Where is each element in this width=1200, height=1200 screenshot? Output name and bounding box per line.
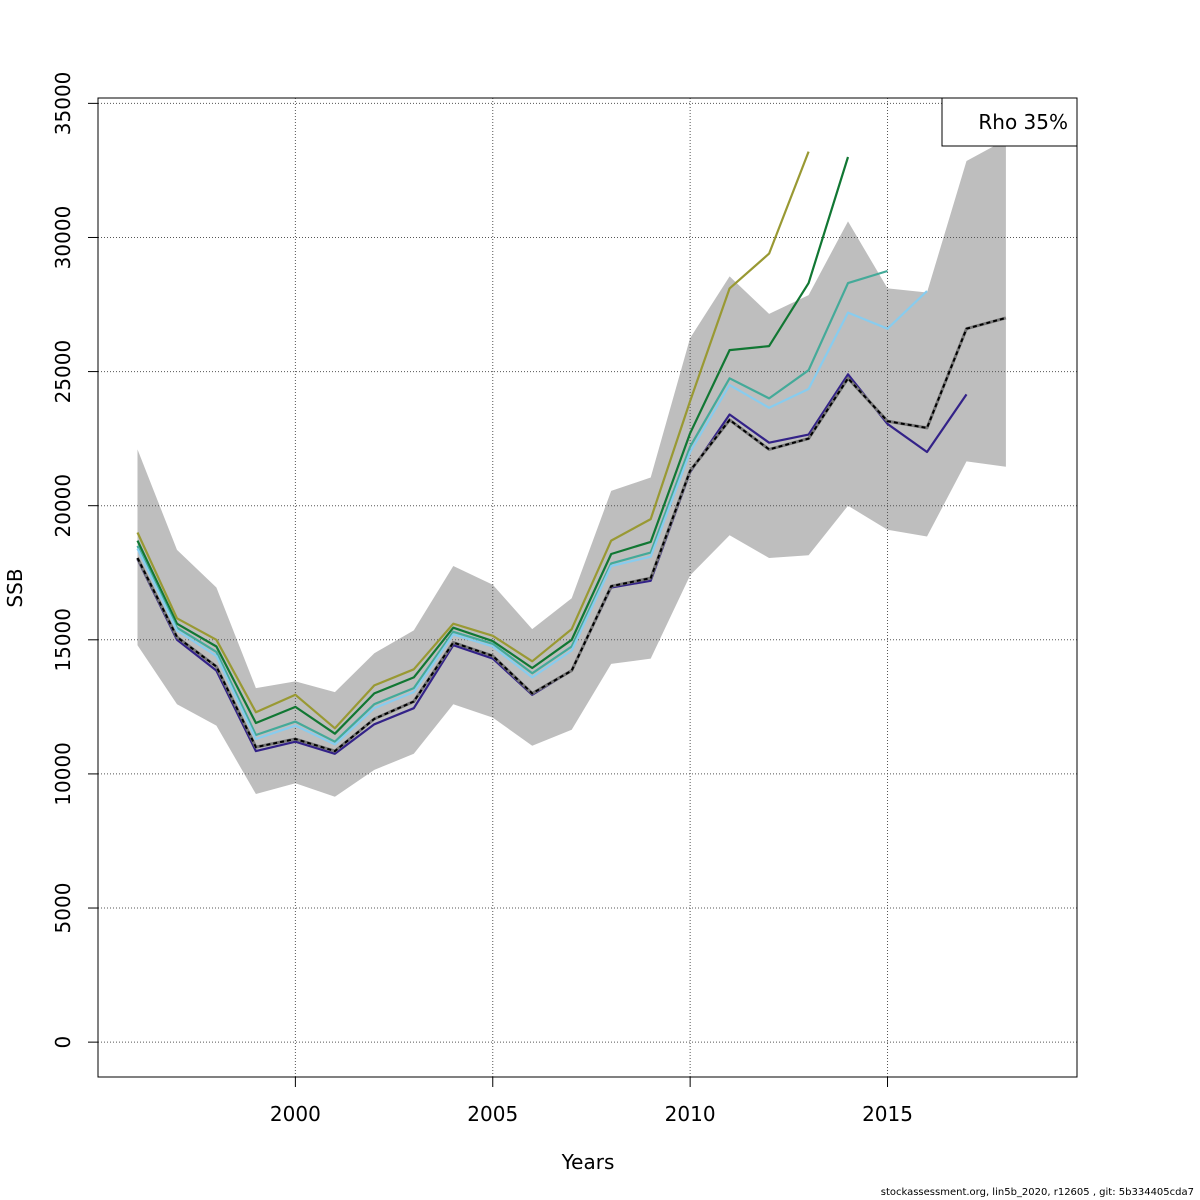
x-tick-label-2000: 2000 [270, 1102, 321, 1126]
y-tick-label-5000: 5000 [51, 883, 75, 934]
series-line-peel-2 [136, 290, 928, 746]
legend: Rho 35% [941, 97, 1078, 147]
series-line-peel-3 [136, 269, 888, 743]
y-tick-label-35000: 35000 [51, 72, 75, 136]
x-tick-label-2015: 2015 [862, 1102, 913, 1126]
series-line-peel-5 [136, 151, 810, 730]
x-axis-label: Years [561, 1150, 615, 1174]
axis-layer: 2000 2005 2010 2015 0 5000 10000 15000 20000 2500… [51, 72, 913, 1126]
series-line-base-run [136, 316, 1007, 753]
y-tick-label-20000: 20000 [51, 474, 75, 538]
y-tick-label-25000: 25000 [51, 340, 75, 404]
y-axis-label: SSB [3, 568, 27, 607]
footer-credit: stockassessment.org, lin5b_2020, r12605 … [880, 1187, 1194, 1198]
legend-rho-text: Rho 35% [978, 110, 1068, 134]
series-line-peel-4 [136, 156, 850, 735]
y-tick-label-0: 0 [51, 1036, 75, 1049]
y-tick-label-15000: 15000 [51, 608, 75, 672]
x-tick-label-2005: 2005 [467, 1102, 518, 1126]
y-tick-label-30000: 30000 [51, 206, 75, 270]
y-tick-label-10000: 10000 [51, 742, 75, 806]
legend-box [941, 97, 1078, 147]
x-tick-label-2010: 2010 [665, 1102, 716, 1126]
confidence-band [137, 139, 1006, 797]
series-layer [136, 151, 1007, 755]
confidence-band-layer [137, 139, 1006, 797]
